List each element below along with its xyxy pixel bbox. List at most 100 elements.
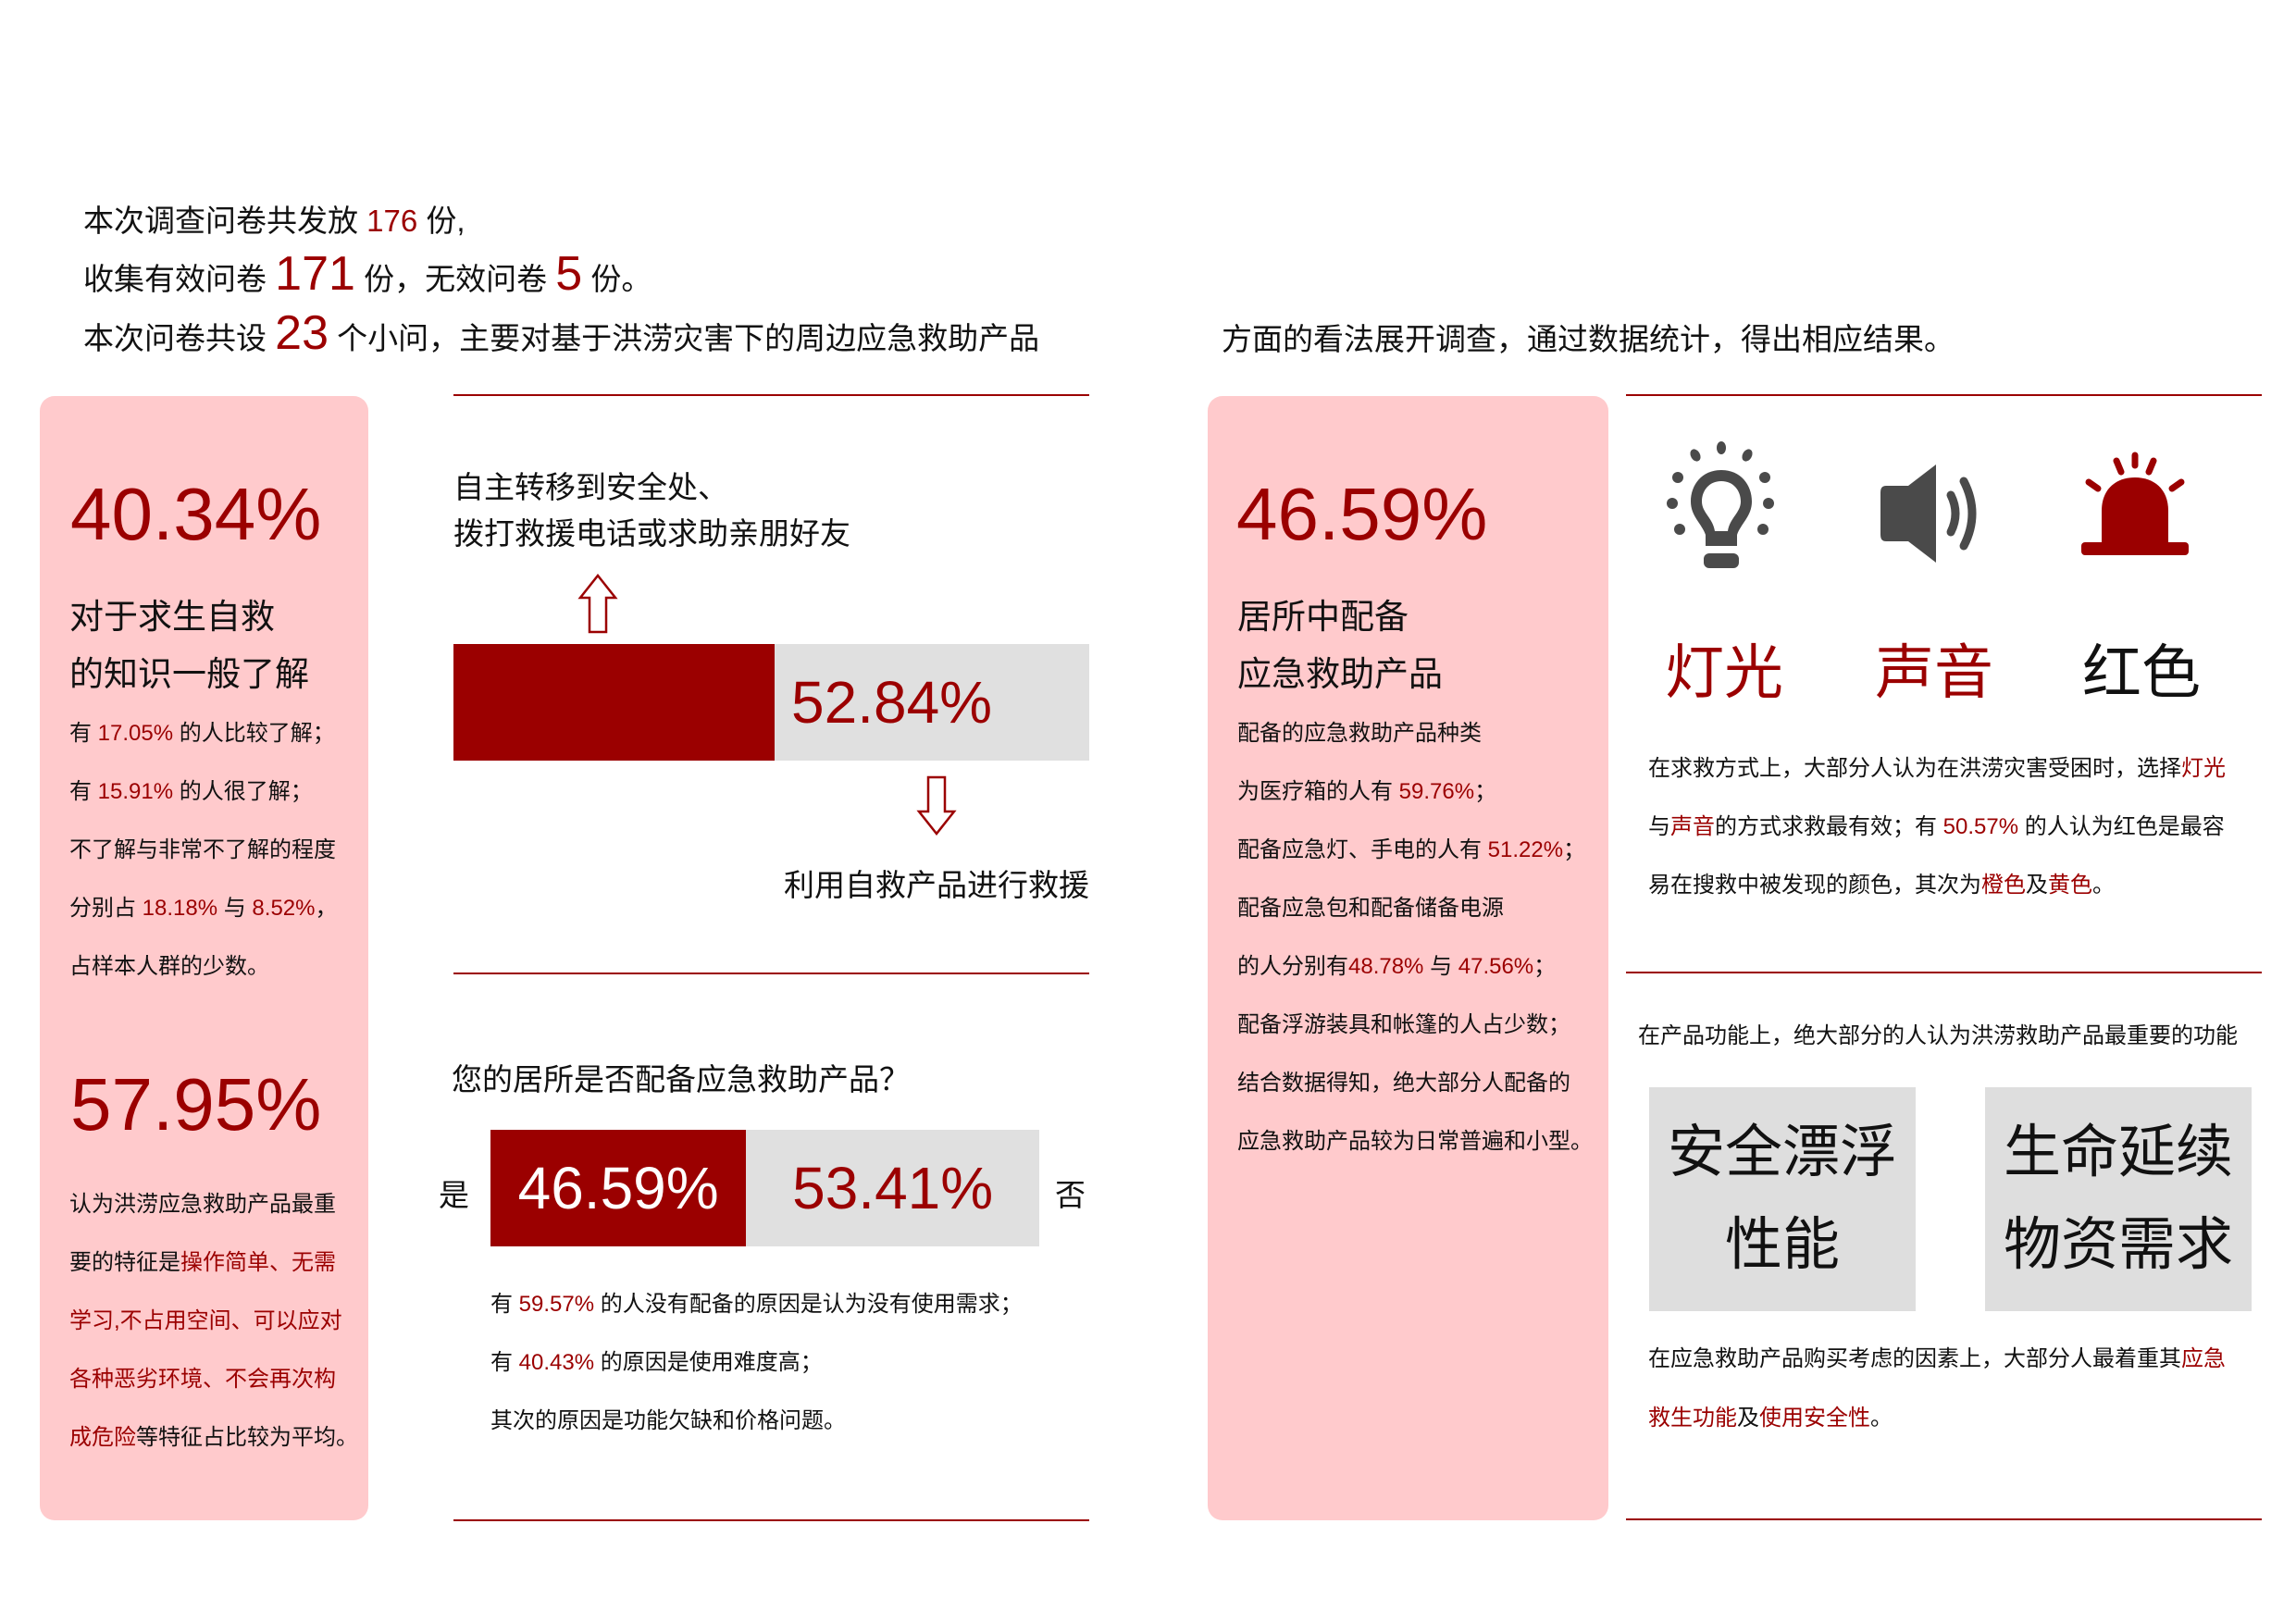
text-line: 救生功能及使用安全性。 [1648,1399,1893,1431]
yes-label: 是 [439,1178,469,1212]
text-line: 易在搜救中被发现的颜色，其次为橙色及黄色。 [1648,866,2115,898]
text-line: 与声音的方式求救最有效；有 50.57% 的人认为红色是最容 [1648,808,2225,840]
highlight-text: 8.52% [252,896,316,921]
highlight-text: 50.57% [1942,814,2019,839]
text-segment: 的人认为红色是最容 [2018,814,2225,839]
text-segment: 及 [2026,873,2048,898]
knowledge-card [40,396,368,1520]
text-segment: 有 [69,721,98,746]
text-segment: 的人没有配备的原因是认为没有使用需求； [594,1292,1023,1317]
text-line: 认为洪涝应急救助产品最重 [69,1185,336,1218]
highlight-text: 学习,不占用空间、可以应对 [69,1308,342,1333]
equipment-card [1208,396,1608,1520]
text-segment: 配备应急灯、手电的人有 [1237,837,1488,862]
text-line: 为医疗箱的人有 59.76%； [1237,773,1496,805]
text-line: 结合数据得知，绝大部分人配备的 [1237,1064,1570,1096]
highlight-text: 40.43% [518,1350,595,1375]
text-segment: 配备浮游装具和帐篷的人占少数； [1237,1012,1570,1037]
divider-right-middle [1626,972,2262,973]
arrow-up-icon [577,574,618,634]
text-line: 配备的应急救助产品种类 [1237,714,1482,747]
function-box-supplies-line-2: 物资需求 [2003,1213,2233,1277]
self-rescue-percent: 52.84% [791,669,993,736]
text-segment: 份, [417,204,465,238]
text-segment: 份。 [582,262,652,296]
highlight-text: 橙色 [1981,873,2026,898]
text-segment: 应急救助产品较为日常普遍和小型。 [1237,1129,1593,1154]
text-segment: 与 [1423,954,1458,979]
highlight-text: 声音 [1670,814,1715,839]
knowledge-heading-1: 对于求生自救 [69,598,275,636]
text-segment: 本次调查问卷共发放 [83,204,367,238]
text-segment: 配备的应急救助产品种类 [1237,721,1482,746]
text-line: 学习,不占用空间、可以应对 [69,1302,342,1334]
highlight-text: 17.05% [97,721,174,746]
highlight-text: 各种恶劣环境、不会再次构 [69,1367,336,1392]
function-box-supplies-line-1: 生命延续 [2003,1121,2233,1184]
intro-line-2: 收集有效问卷 171 份，无效问卷 5 份。 [83,246,652,302]
highlight-text: 59.76% [1398,779,1475,804]
text-segment: 有 [490,1292,519,1317]
text-segment: 与 [1648,814,1670,839]
text-segment: 收集有效问卷 [83,262,276,296]
intro-line-3: 本次问卷共设 23 个小问，主要对基于洪涝灾害下的周边应急救助产品 [83,305,1039,361]
text-line: 配备应急灯、手电的人有 51.22%； [1237,831,1585,863]
text-segment: 的人很了解； [173,779,313,804]
text-line: 要的特征是操作简单、无需 [69,1244,336,1276]
divider-right-bottom [1626,1518,2262,1520]
feature-percent: 57.95% [70,1063,322,1146]
yes-percent: 46.59% [517,1155,719,1221]
text-segment: 个小问，主要对基于洪涝灾害下的周边应急救助产品 [329,321,1040,355]
speaker-icon [1880,465,1977,563]
divider-bottom [453,1519,1089,1521]
text-segment: 其次的原因是功能欠缺和价格问题。 [490,1408,846,1433]
text-segment: 在求救方式上，大部分人认为在洪涝灾害受困时，选择 [1648,756,2181,781]
highlight-text: 应急 [2181,1346,2226,1371]
text-line: 在应急救助产品购买考虑的因素上，大部分人最着重其应急 [1648,1340,2226,1372]
highlight-text: 黄色 [2048,873,2092,898]
text-segment: 本次问卷共设 [83,321,276,355]
text-segment: 及 [1737,1406,1759,1431]
icon-label-sound: 声音 [1875,639,1993,706]
text-line: 不了解与非常不了解的程度 [69,831,336,863]
function-box-floating-line-2: 性能 [1724,1213,1840,1277]
arrow-down-icon [916,775,957,836]
text-line: 各种恶劣环境、不会再次构 [69,1360,336,1393]
icon-label-light: 灯光 [1665,639,1783,706]
text-segment: 的方式求救最有效；有 [1715,814,1943,839]
text-segment: ； [1474,779,1497,804]
text-line: 有 40.43% 的原因是使用难度高； [490,1344,823,1376]
highlight-text: 5 [555,247,583,301]
self-rescue-bar-fill [453,644,775,761]
divider-top [453,394,1089,396]
option-bottom: 利用自救产品进行救援 [784,868,1089,902]
text-line: 配备应急包和配备储备电源 [1237,889,1504,922]
text-segment: 等特征占比较为平均。 [136,1425,358,1450]
equipment-heading-2: 应急救助产品 [1237,655,1443,693]
text-segment: 占样本人群的少数。 [69,954,269,979]
text-segment: 有 [490,1350,519,1375]
self-rescue-bar: 52.84% [453,644,1089,761]
icon-label-red: 红色 [2082,639,2201,706]
highlight-text: 171 [275,247,355,301]
highlight-text: 48.78% [1348,954,1424,979]
text-segment: 与 [217,896,253,921]
function-box-supplies: 生命延续 物资需求 [1985,1087,2252,1311]
text-line: 其次的原因是功能欠缺和价格问题。 [490,1402,846,1434]
text-line: 的人分别有48.78% 与 47.56%； [1237,948,1556,980]
highlight-text: 59.57% [518,1292,595,1317]
text-line: 有 15.91% 的人很了解； [69,773,313,805]
function-intro: 在产品功能上，绝大部分的人认为洪涝救助产品最重要的功能 [1638,1023,2238,1048]
text-line: 占样本人群的少数。 [69,948,269,980]
equipment-percent: 46.59% [1236,473,1488,555]
text-segment: 的原因是使用难度高； [594,1350,823,1375]
text-segment: 不了解与非常不了解的程度 [69,837,336,862]
highlight-text: 救生功能 [1648,1406,1737,1431]
text-line: 分别占 18.18% 与 8.52%， [69,889,337,922]
highlight-text: 使用安全性 [1759,1406,1870,1431]
function-box-floating: 安全漂浮 性能 [1649,1087,1916,1311]
lightbulb-icon [1667,441,1774,568]
highlight-text: 51.22% [1487,837,1564,862]
no-label: 否 [1055,1178,1086,1212]
knowledge-percent: 40.34% [70,473,322,555]
